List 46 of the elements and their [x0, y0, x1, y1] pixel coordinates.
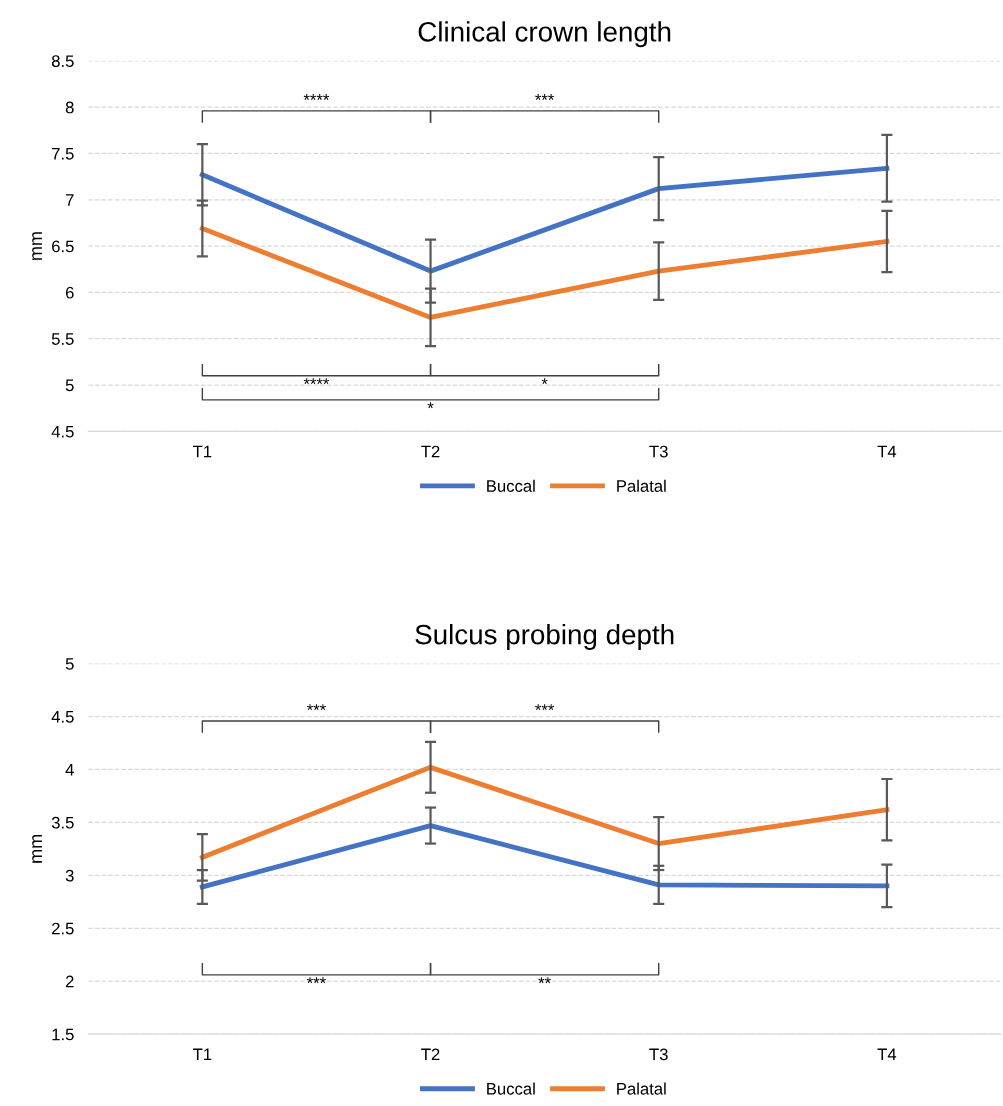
annotation: **** [303, 94, 330, 100]
x-tick-label: T3 [649, 445, 668, 458]
y-axis-title: mm [32, 835, 42, 863]
line-series [199, 226, 890, 320]
x-tick-label: T2 [421, 445, 440, 458]
y-tick-label: 7 [65, 194, 74, 206]
annotation: * [541, 378, 548, 385]
x-tick-label: T1 [193, 445, 212, 458]
y-tick-label: 1.5 [52, 1028, 74, 1041]
y-tick-label: 4.5 [51, 425, 74, 438]
annotation: ** [538, 977, 551, 984]
y-tick-label: 8.5 [51, 55, 74, 68]
y-tick-label: 2 [65, 975, 74, 988]
x-tick-label: T4 [877, 1048, 897, 1061]
chart-title: Sulcus probing depth [415, 624, 674, 650]
y-tick-label: 6 [65, 286, 74, 299]
annotation: * [427, 402, 434, 409]
annotation: *** [535, 704, 555, 711]
x-tick-label: T2 [421, 1048, 440, 1061]
legend-label: Palatal [617, 479, 666, 492]
legend-label: Buccal [487, 1082, 535, 1095]
annotation: **** [303, 378, 330, 385]
y-tick-label: 5 [65, 658, 74, 670]
x-tick-label: T4 [877, 445, 897, 458]
y-tick-label: 2.5 [52, 922, 74, 935]
y-tick-label: 5.5 [51, 333, 74, 345]
y-tick-label: 4.5 [51, 711, 74, 723]
y-tick-label: 3 [65, 869, 74, 882]
annotation: *** [306, 977, 326, 984]
legend-label: Palatal [617, 1082, 666, 1095]
x-tick-label: T3 [649, 1048, 668, 1061]
chart-title: Clinical crown length [418, 21, 671, 48]
y-tick-label: 7.5 [52, 148, 74, 160]
y-tick-label: 6.5 [52, 240, 74, 253]
y-tick-label: 8 [65, 101, 74, 114]
y-tick-label: 5 [65, 379, 74, 392]
y-tick-label: 4 [65, 764, 74, 776]
line-series [199, 764, 890, 860]
line-series [199, 823, 890, 890]
legend-label: Buccal [487, 479, 535, 492]
y-axis-title: mm [32, 232, 42, 260]
line-series [199, 165, 890, 274]
annotation: *** [306, 704, 326, 711]
annotation: *** [535, 94, 555, 100]
y-tick-label: 3.5 [51, 816, 74, 829]
x-tick-label: T1 [193, 1048, 212, 1061]
